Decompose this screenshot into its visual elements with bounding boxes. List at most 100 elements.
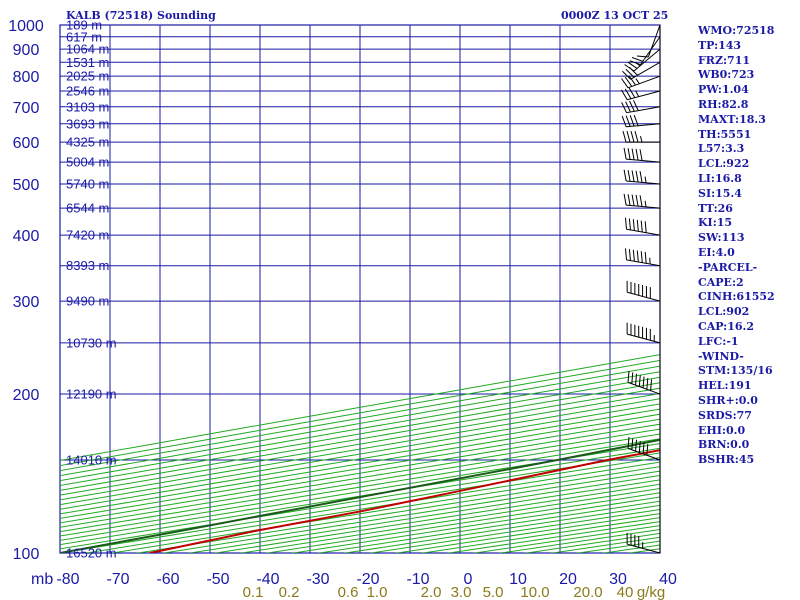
sounding-index: CINH:61552	[698, 290, 775, 304]
mixing-ratio-label: 0.6	[338, 584, 359, 600]
dry-adiabat-line	[60, 418, 660, 519]
sounding-index: WB0:723	[698, 68, 755, 82]
height-label: 10730 m	[66, 335, 117, 350]
height-label: 7420 m	[66, 228, 109, 243]
dry-adiabat-line	[212, 483, 660, 553]
temperature-tick-label: 20	[559, 571, 577, 588]
sounding-index: LCL:902	[698, 305, 750, 319]
sounding-profiles	[60, 438, 660, 553]
dry-adiabat-line	[238, 488, 660, 553]
dry-adiabat-line	[60, 398, 660, 501]
dry-adiabat-line	[60, 433, 660, 533]
sounding-index: EHI:0.0	[698, 423, 746, 437]
dry-adiabat-line	[109, 466, 660, 553]
mixing-ratio-label: 0.2	[279, 584, 300, 600]
height-label: 16520 m	[66, 546, 117, 561]
pressure-tick-label: 1000	[8, 18, 44, 35]
sounding-index: L57:3.3	[698, 142, 745, 156]
dry-adiabats	[60, 354, 660, 553]
chart-title: KALB (72518) Sounding	[66, 9, 216, 22]
pressure-tick-label: 600	[13, 135, 40, 152]
sounding-index: CAP:16.2	[698, 319, 755, 333]
mixing-ratio-label: 20.0	[573, 584, 602, 600]
wind-barb	[623, 169, 661, 185]
wind-barb	[621, 100, 661, 114]
sounding-index: TT:26	[698, 201, 733, 215]
moist-adiabats	[794, 25, 800, 383]
dry-adiabat-line	[60, 365, 660, 472]
height-label: 189 m	[66, 18, 102, 33]
sounding-index: TP:143	[698, 38, 742, 52]
dry-adiabat-line	[60, 382, 660, 487]
temperature-tick-label: 0	[464, 571, 473, 588]
mixing-ratio-label: 3.0	[451, 584, 472, 600]
height-label: 5004 m	[66, 155, 109, 170]
mixing-ratio-label: 2.0	[421, 584, 442, 600]
sounding-index: RH:82.8	[698, 97, 749, 111]
wind-barb	[627, 436, 661, 461]
wind-barb	[624, 217, 661, 236]
pressure-tick-label: 300	[13, 294, 40, 311]
dry-adiabat-line	[135, 470, 660, 553]
pressure-axis-labels: 100 200 300 400 500 600 700 800 900 1000	[8, 18, 44, 563]
pressure-tick-label: 700	[13, 100, 40, 117]
sounding-index: SHR+:0.0	[698, 393, 758, 407]
sounding-index: WMO:72518	[698, 24, 775, 37]
wind-barb	[620, 87, 661, 101]
pressure-tick-label: 900	[13, 42, 40, 59]
sounding-index: LCL:922	[698, 157, 750, 171]
dry-adiabat-line	[60, 393, 660, 496]
moist-adiabat-line	[794, 25, 800, 383]
wind-barb	[622, 61, 661, 80]
mixing-ratio-label: g/kg	[637, 584, 665, 600]
mixing-ratio-label: 5.0	[483, 584, 504, 600]
sounding-index: MAXT:18.3	[698, 112, 766, 126]
sounding-index: LI:16.8	[698, 171, 742, 185]
dry-adiabat-line	[60, 443, 660, 541]
pressure-tick-label: 500	[13, 177, 40, 194]
sounding-index: HEL:191	[698, 379, 752, 393]
mixing-ratio-label: 0.1	[243, 584, 264, 600]
dry-adiabat-line	[60, 408, 660, 510]
dry-adiabat-line	[60, 413, 660, 515]
isobar-isotherm-grid	[59, 24, 661, 554]
sounding-index: SW:113	[698, 231, 745, 245]
temperature-tick-label: -40	[256, 571, 279, 588]
sounding-index: BSHR:45	[698, 453, 755, 467]
height-label: 9490 m	[66, 294, 109, 309]
height-label: 6544 m	[66, 201, 109, 216]
pressure-tick-label: 400	[13, 228, 40, 245]
wind-barb	[626, 280, 661, 302]
dry-adiabat-line	[60, 354, 660, 461]
mixing-ratio-label: 40	[617, 584, 634, 600]
pressure-unit-label: mb	[31, 571, 53, 588]
wind-barb	[621, 75, 661, 89]
height-label: 3103 m	[66, 99, 109, 114]
temperature-axis-labels: -80 -70 -60 -50 -40 -30 -20 -10 0 10 20 30 40	[56, 571, 677, 588]
mixing-ratio-label: 1.0	[367, 584, 388, 600]
dry-adiabat-line	[60, 438, 660, 537]
dry-adiabat-line	[60, 403, 660, 506]
sounding-index: PW:1.04	[698, 83, 749, 97]
wind-barb	[629, 36, 661, 66]
dry-adiabat-line	[60, 447, 660, 546]
wind-barb	[626, 532, 661, 554]
wind-barb	[623, 147, 661, 163]
temperature-tick-label: -70	[106, 571, 129, 588]
dry-adiabat-line	[60, 376, 660, 482]
wind-barb	[627, 371, 661, 395]
height-label: 617 m	[66, 29, 102, 44]
wind-barb	[623, 193, 661, 209]
height-label: 4325 m	[66, 135, 109, 150]
sounding-index: KI:15	[698, 216, 733, 230]
temperature-tick-label: -10	[406, 571, 429, 588]
sounding-index: SI:15.4	[698, 186, 742, 200]
temperature-tick-label: -30	[306, 571, 329, 588]
pressure-tick-label: 200	[13, 387, 40, 404]
height-label: 1531 m	[66, 55, 109, 70]
temperature-tick-label: -80	[56, 571, 79, 588]
temperature-tick-label: 40	[659, 571, 677, 588]
dry-adiabat-line	[60, 387, 660, 491]
sounding-index: BRN:0.0	[698, 438, 750, 452]
